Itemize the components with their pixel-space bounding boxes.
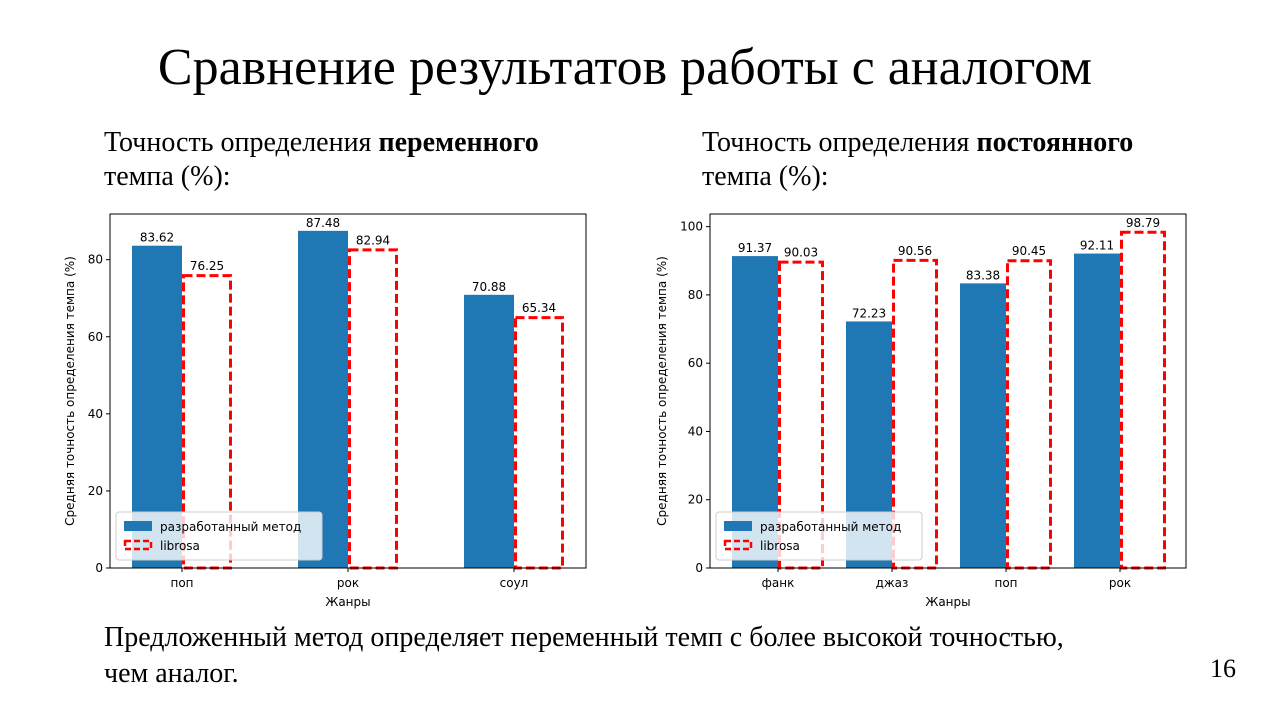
bar-librosa [514,316,564,570]
caption-constant-tempo: Точность определения постоянного темпа (%… [702,126,1222,194]
chart-constant-tempo: 0 20 40 60 80 100 91.37 90.03 фанк 72.23 90.56 джаз… [655,213,1187,609]
x-tick-label: поп [994,576,1017,590]
y-tick-label: 60 [688,356,703,370]
caption-right-bold: постоянного [976,127,1134,158]
legend-label: разработанный метод [760,520,901,534]
data-label: 90.45 [1012,244,1046,258]
page-number: 16 [1210,654,1236,683]
y-tick-label: 20 [688,493,703,507]
x-axis-label: Жанры [325,595,370,609]
legend-swatch-method [124,521,152,531]
bar-librosa [1006,259,1052,570]
data-label: 91.37 [738,241,772,255]
data-label: 90.03 [784,246,818,260]
x-tick-label: поп [170,576,193,590]
y-tick-label: 40 [688,424,703,438]
data-label: 83.62 [140,231,174,245]
axes-frame [709,213,1187,569]
legend-swatch-method [724,521,752,531]
x-tick-label: рок [1109,576,1131,590]
chart-variable-tempo: 0 20 40 60 80 83.62 76.25 поп 87.48 82.94 рок 70.88… [63,213,587,609]
bar-librosa [348,248,398,570]
legend-box [715,511,923,561]
y-tick-label: 60 [88,330,103,344]
caption-variable-tempo: Точность определения переменного темпа (%… [104,126,624,194]
y-tick-label: 80 [88,253,103,267]
conclusion-text: Предложенный метод определяет переменный… [104,622,1064,689]
bar-method [960,283,1006,568]
legend-swatch-librosa [723,539,753,551]
bar-method [1074,253,1120,568]
legend-label: librosa [760,539,800,553]
y-tick-label: 0 [95,561,103,575]
legend-label: разработанный метод [160,520,301,534]
y-tick-label: 100 [680,220,703,234]
axes-frame [109,213,587,569]
y-tick-label: 40 [88,407,103,421]
legend-box [115,511,323,561]
data-label: 82.94 [356,233,390,247]
data-label: 90.56 [898,244,932,258]
data-label: 83.38 [966,268,1000,282]
y-tick-label: 0 [695,561,703,575]
caption-left-prefix: Точность определения [104,127,379,158]
data-label: 87.48 [306,216,340,230]
x-tick-label: рок [337,576,359,590]
x-axis-label: Жанры [925,595,970,609]
data-label: 92.11 [1080,239,1114,253]
data-label: 98.79 [1126,216,1160,230]
data-label: 72.23 [852,306,886,320]
bar-method [464,294,514,568]
caption-left-suffix: темпа (%): [104,161,231,192]
data-label: 70.88 [472,280,506,294]
x-tick-label: фанк [762,576,795,590]
legend-label: librosa [160,539,200,553]
bar-librosa [1120,230,1166,570]
data-label: 65.34 [522,301,556,315]
caption-right-suffix: темпа (%): [702,161,829,192]
caption-left-bold: переменного [378,127,539,158]
x-tick-label: соул [500,576,529,590]
slide-title: Сравнение результатов работы с аналогом [157,39,1093,96]
y-tick-label: 80 [688,288,703,302]
data-label: 76.25 [190,259,224,273]
y-axis-label: Средняя точность определения темпа (%) [63,256,77,526]
y-tick-label: 20 [88,484,103,498]
y-axis-label: Средняя точность определения темпа (%) [655,256,669,526]
caption-right-prefix: Точность определения [702,127,977,158]
x-tick-label: джаз [876,576,909,590]
legend-swatch-librosa [123,539,153,551]
